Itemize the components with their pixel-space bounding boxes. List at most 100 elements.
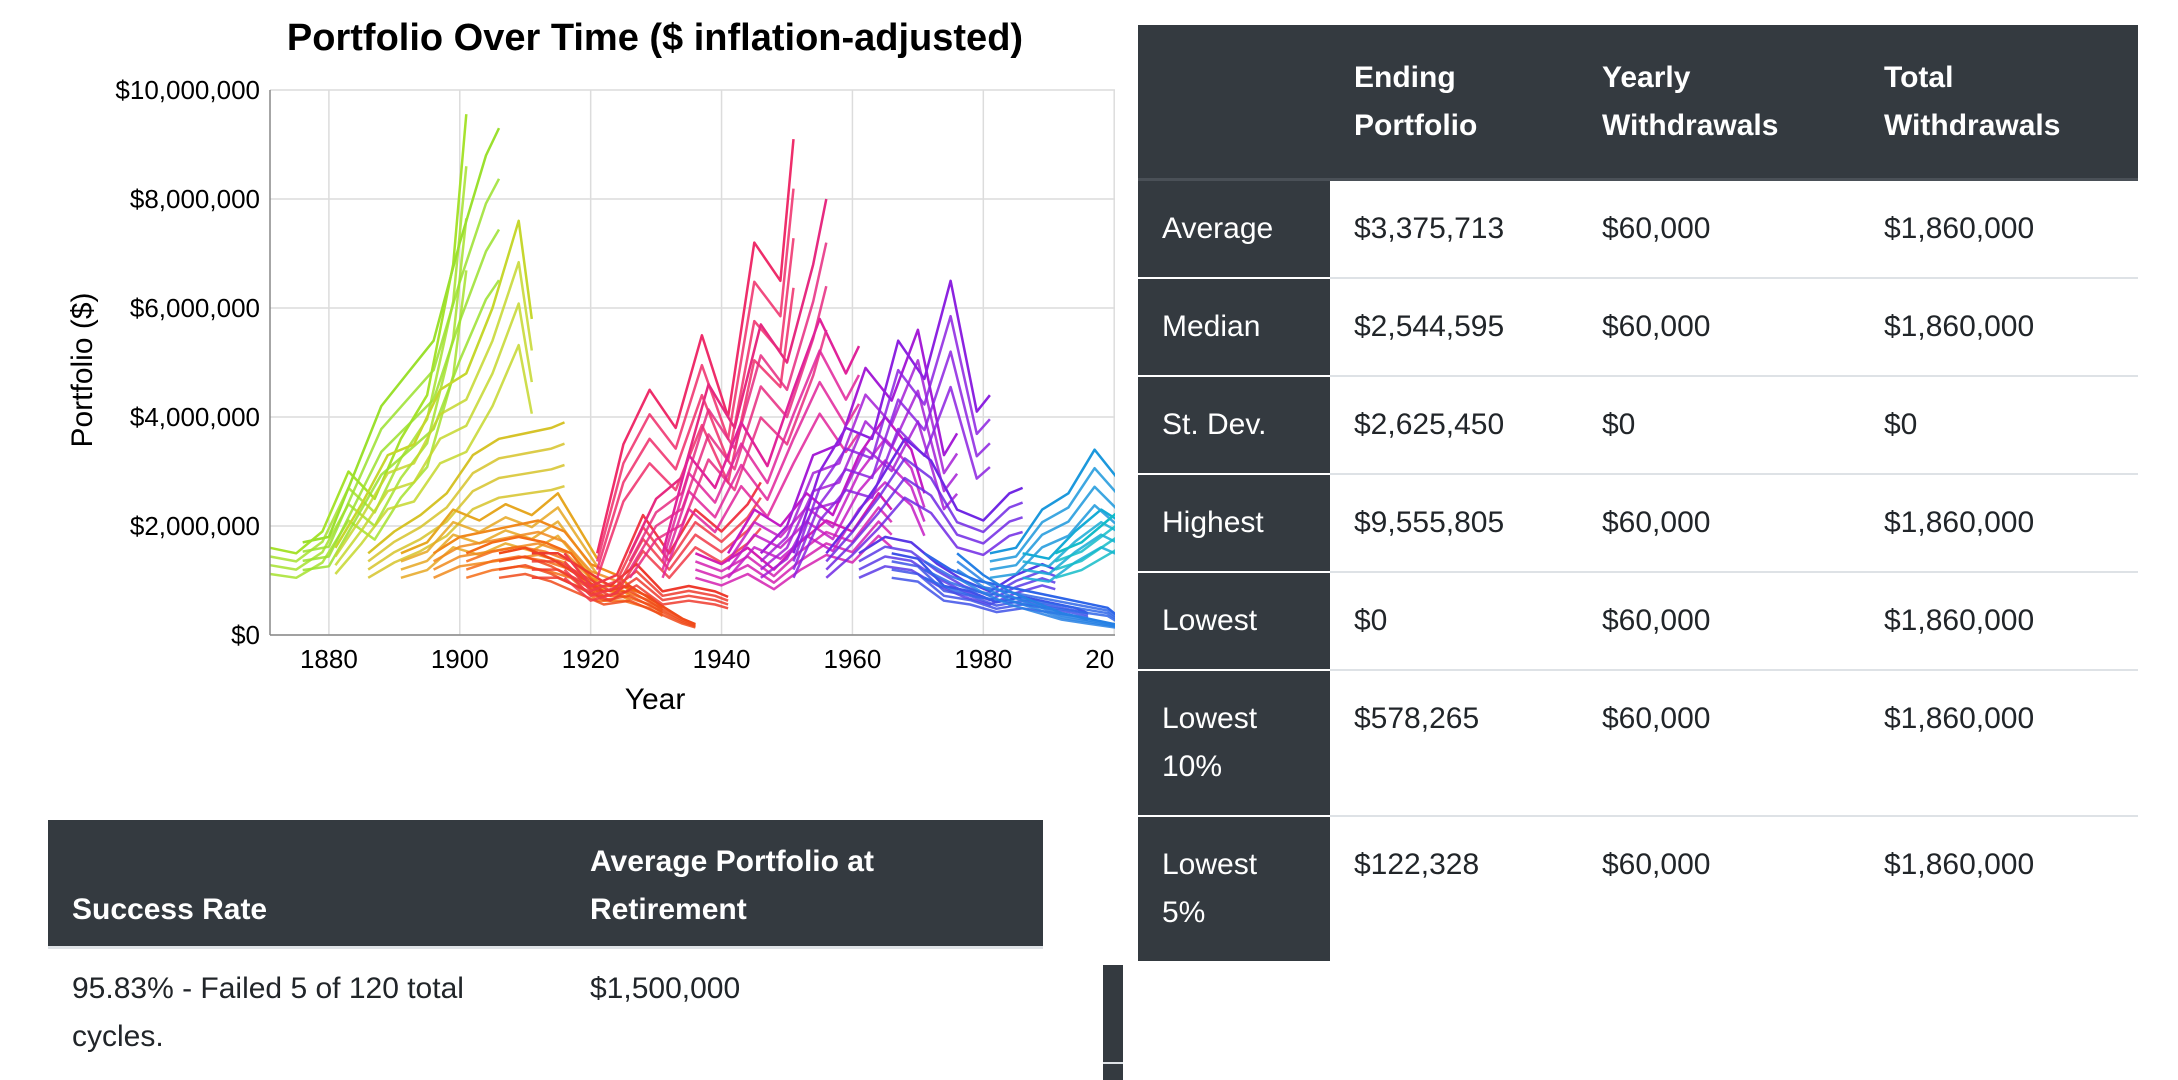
series-line-1986-echo1 bbox=[1022, 520, 1115, 568]
series-line-1871 bbox=[269, 114, 468, 555]
series-line-1971 bbox=[923, 552, 1115, 616]
yearly-withdrawals-cell: $60,000 bbox=[1578, 178, 1860, 278]
y-tick-label: $2,000,000 bbox=[130, 511, 260, 541]
series-line-1956-echo2 bbox=[825, 476, 1023, 571]
series-line-1946 bbox=[759, 328, 959, 555]
row-label: Median bbox=[1138, 277, 1330, 376]
series-line-1946-echo3 bbox=[760, 420, 959, 579]
x-tick-label: 1920 bbox=[562, 644, 620, 674]
series-line-1981-echo1 bbox=[989, 466, 1115, 563]
row-label: St. Dev. bbox=[1138, 375, 1330, 474]
series-line-1886 bbox=[367, 421, 565, 555]
table-edge-stub bbox=[1103, 965, 1123, 1080]
series-line-1931 bbox=[661, 317, 861, 554]
table-row: Average $3,375,713 $60,000 $1,860,000 bbox=[1138, 178, 2138, 278]
ending-portfolio-cell: $2,625,450 bbox=[1330, 375, 1578, 474]
series-line-1911-echo1 bbox=[531, 560, 729, 602]
series-line-1981-echo2 bbox=[989, 485, 1115, 571]
chart-title: Portfolio Over Time ($ inflation-adjuste… bbox=[287, 17, 1023, 59]
series-line-1976-echo3 bbox=[956, 576, 1115, 629]
row-label: Average bbox=[1138, 178, 1330, 278]
series-line-1931-echo1 bbox=[661, 349, 861, 562]
yearly-withdrawals-cell: $60,000 bbox=[1578, 473, 1860, 572]
ending-portfolio-cell: $3,375,713 bbox=[1330, 178, 1578, 278]
series-line-1961-echo2 bbox=[858, 555, 1056, 602]
series-line-1941 bbox=[727, 415, 926, 554]
series-line-1966-echo2 bbox=[891, 568, 1089, 619]
table-row: Highest $9,555,805 $60,000 $1,860,000 bbox=[1138, 473, 2138, 572]
series-line-1906-echo3 bbox=[498, 572, 696, 629]
series-line-1986-echo2 bbox=[1022, 533, 1115, 576]
chart-grid bbox=[270, 89, 1115, 636]
series-line-1956-echo3 bbox=[825, 496, 1023, 579]
series-line-1916-echo3 bbox=[563, 527, 762, 602]
series-line-1926-echo1 bbox=[628, 242, 828, 562]
series-line-1886-echo1 bbox=[367, 442, 565, 563]
series-line-1991-echo2 bbox=[1054, 536, 1115, 571]
series-line-1881-echo2 bbox=[334, 302, 534, 566]
x-tick-label: 1960 bbox=[824, 644, 882, 674]
yearly-withdrawals-cell: $60,000 bbox=[1578, 669, 1860, 816]
summary-table: Success Rate Average Portfolio at Retire… bbox=[48, 820, 1043, 1077]
table-row: Lowest 10% $578,265 $60,000 $1,860,000 bbox=[1138, 669, 2138, 816]
total-withdrawals-cell: $0 bbox=[1860, 375, 2138, 474]
total-withdrawals-cell: $1,860,000 bbox=[1860, 571, 2138, 670]
series-line-1981 bbox=[989, 448, 1115, 555]
series-line-1881-echo1 bbox=[334, 260, 534, 558]
chart-axes: $0 $2,000,000 $4,000,000 $6,000,000 $8,000,0… bbox=[115, 75, 1115, 674]
total-withdrawals-cell: $1,860,000 bbox=[1860, 178, 2138, 278]
y-tick-label: $4,000,000 bbox=[130, 402, 260, 432]
row-label: Lowest 10% bbox=[1138, 669, 1330, 816]
ending-portfolio-cell: $2,544,595 bbox=[1330, 277, 1578, 376]
table-row: 95.83% - Failed 5 of 120 total cycles. $… bbox=[48, 946, 1043, 1077]
series-line-1911-echo3 bbox=[531, 576, 729, 610]
ending-portfolio-cell: $578,265 bbox=[1330, 669, 1578, 816]
stats-header-ending-portfolio: Ending Portfolio bbox=[1330, 25, 1578, 181]
y-tick-label: $0 bbox=[231, 620, 260, 650]
series-line-1926-echo2 bbox=[628, 285, 828, 571]
series-line-1981-echo3 bbox=[989, 504, 1115, 580]
series-line-1891-echo1 bbox=[400, 506, 599, 567]
y-tick-label: $8,000,000 bbox=[130, 184, 260, 214]
series-line-1891-echo3 bbox=[400, 534, 599, 583]
yearly-withdrawals-cell: $60,000 bbox=[1578, 571, 1860, 670]
summary-header-row: Success Rate Average Portfolio at Retire… bbox=[48, 820, 1043, 948]
series-line-1926-echo3 bbox=[628, 329, 828, 579]
y-axis-label: Portfolio ($) bbox=[66, 292, 99, 447]
series-line-1891 bbox=[400, 492, 599, 560]
summary-header-average-portfolio: Average Portfolio at Retirement bbox=[566, 820, 1043, 948]
series-line-1876-echo1 bbox=[302, 178, 501, 553]
series-line-1941-echo2 bbox=[727, 459, 926, 571]
total-withdrawals-cell: $1,860,000 bbox=[1860, 815, 2138, 961]
series-line-1921-echo1 bbox=[595, 188, 795, 562]
ending-portfolio-cell: $122,328 bbox=[1330, 815, 1578, 961]
row-label: Lowest 5% bbox=[1138, 815, 1330, 961]
series-line-1906-echo2 bbox=[498, 563, 696, 628]
series-line-1961-echo3 bbox=[858, 565, 1056, 606]
series-line-1921-echo2 bbox=[596, 238, 795, 570]
series-line-1956-echo1 bbox=[825, 457, 1024, 563]
series-line-1871-echo3 bbox=[269, 270, 468, 580]
series-line-1946-echo2 bbox=[760, 389, 959, 571]
stats-header-blank bbox=[1138, 25, 1330, 181]
average-portfolio-value: $1,500,000 bbox=[566, 946, 1043, 1077]
series-line-1876-echo2 bbox=[302, 228, 501, 563]
series-line-1936-echo3 bbox=[695, 534, 893, 591]
table-row: Lowest $0 $60,000 $1,860,000 bbox=[1138, 571, 2138, 670]
series-line-1886-echo3 bbox=[367, 484, 565, 579]
table-row: St. Dev. $2,625,450 $0 $0 bbox=[1138, 375, 2138, 474]
portfolio-chart-svg: $0 $2,000,000 $4,000,000 $6,000,000 $8,000,0… bbox=[66, 17, 1115, 716]
series-line-1941-echo1 bbox=[727, 437, 926, 563]
chart-series-group bbox=[269, 114, 1115, 629]
y-tick-label: $10,000,000 bbox=[115, 75, 260, 105]
series-line-1986 bbox=[1022, 508, 1115, 560]
series-line-1976 bbox=[956, 552, 1115, 626]
series-line-1921-echo3 bbox=[596, 287, 795, 579]
x-tick-label: 1880 bbox=[300, 644, 358, 674]
series-line-1976-echo1 bbox=[956, 560, 1115, 627]
portfolio-chart: $0 $2,000,000 $4,000,000 $6,000,000 $8,000,0… bbox=[0, 0, 1115, 720]
stats-table: Ending Portfolio Yearly Withdrawals Tota… bbox=[1138, 25, 2138, 961]
total-withdrawals-cell: $1,860,000 bbox=[1860, 669, 2138, 816]
series-line-1886-echo2 bbox=[367, 463, 565, 571]
stats-header-yearly-withdrawals: Yearly Withdrawals bbox=[1578, 25, 1860, 181]
